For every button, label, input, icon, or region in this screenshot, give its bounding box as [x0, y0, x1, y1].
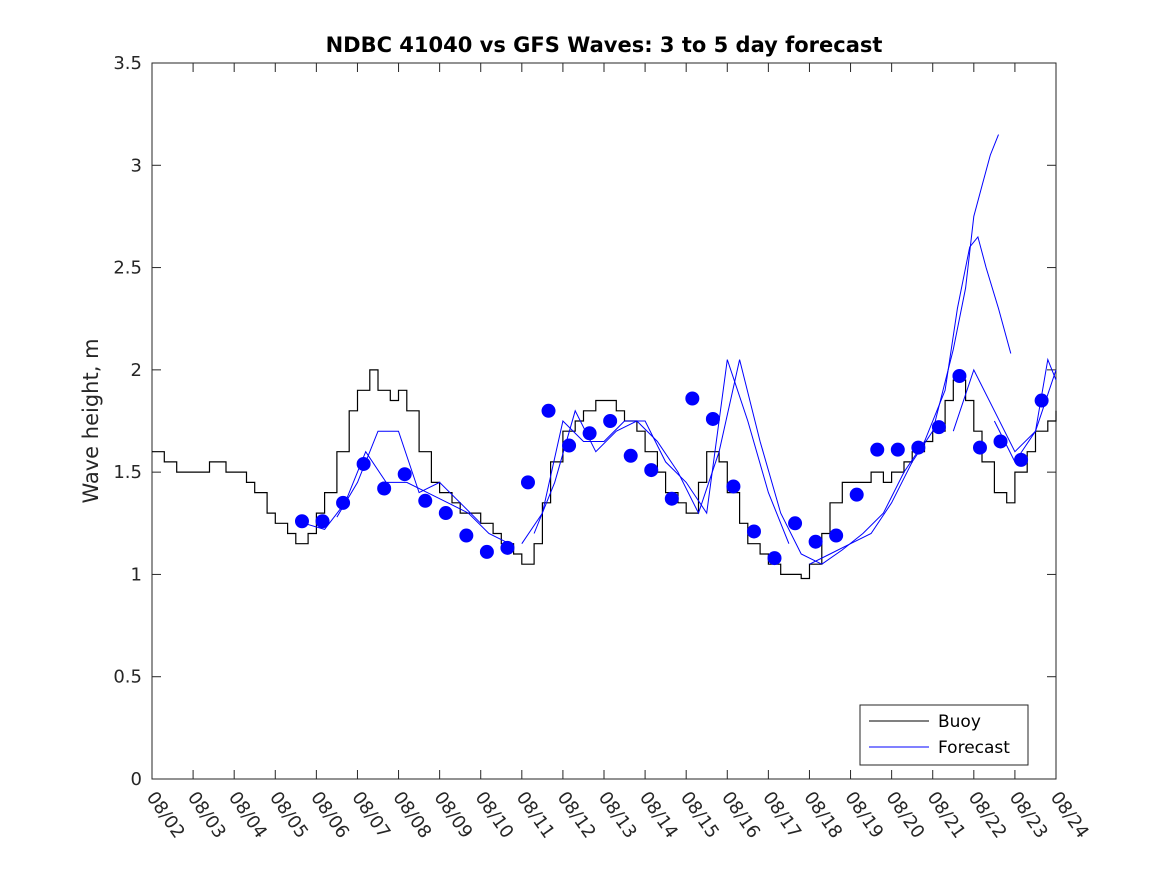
forecast-marker: [479, 544, 494, 559]
forecast-marker: [726, 479, 741, 494]
forecast-marker: [1034, 393, 1049, 408]
forecast-series-line: [533, 359, 823, 565]
forecast-marker: [664, 491, 679, 506]
forecast-marker: [623, 448, 638, 463]
forecast-marker: [520, 475, 535, 490]
y-tick-label: 1.5: [113, 462, 142, 483]
forecast-marker: [911, 440, 926, 455]
y-tick-label: 2: [131, 360, 142, 381]
forecast-marker: [767, 551, 782, 566]
forecast-series-line: [521, 359, 790, 544]
forecast-series-line: [821, 235, 1012, 565]
forecast-series-line: [993, 357, 1057, 463]
y-axis-label: Wave height, m: [79, 338, 103, 503]
y-tick-label: 1: [131, 564, 142, 585]
y-tick-label: 2.5: [113, 258, 142, 279]
forecast-marker: [952, 368, 967, 383]
forecast-series-line: [952, 368, 1057, 453]
forecast-marker: [336, 495, 351, 510]
forecast-marker: [459, 528, 474, 543]
forecast-marker: [541, 403, 556, 418]
forecast-marker: [705, 411, 720, 426]
forecast-marker: [582, 426, 597, 441]
forecast-marker: [870, 442, 885, 457]
forecast-marker: [294, 514, 309, 529]
forecast-series-line: [336, 430, 482, 524]
forecast-marker: [993, 434, 1008, 449]
forecast-marker: [931, 420, 946, 435]
forecast-marker: [418, 493, 433, 508]
forecast-marker: [746, 524, 761, 539]
forecast-marker: [890, 442, 905, 457]
forecast-marker: [438, 506, 453, 521]
forecast-marker: [849, 487, 864, 502]
chart-title: NDBC 41040 vs GFS Waves: 3 to 5 day fore…: [326, 33, 883, 57]
forecast-marker: [685, 391, 700, 406]
forecast-marker: [315, 514, 330, 529]
y-tick-label: 0: [131, 769, 142, 790]
forecast-marker: [644, 463, 659, 478]
legend-box: [859, 704, 1029, 766]
forecast-marker: [356, 456, 371, 471]
forecast-marker: [562, 438, 577, 453]
forecast-marker: [500, 540, 515, 555]
forecast-marker: [603, 414, 618, 428]
forecast-series-line: [303, 450, 510, 545]
forecast-marker: [972, 440, 987, 455]
y-tick-label: 3: [131, 155, 142, 176]
forecast-marker: [829, 528, 844, 543]
y-tick-label: 0.5: [113, 667, 142, 688]
y-tick-label: 3.5: [113, 53, 142, 74]
legend-forecast-label: Forecast: [938, 738, 1010, 758]
legend: Buoy Forecast: [859, 704, 1029, 766]
forecast-marker: [788, 516, 803, 531]
forecast-marker: [377, 481, 392, 496]
forecast-marker: [1014, 452, 1029, 467]
forecast-marker: [808, 534, 823, 549]
legend-buoy-label: Buoy: [938, 712, 981, 732]
forecast-marker: [397, 467, 412, 482]
